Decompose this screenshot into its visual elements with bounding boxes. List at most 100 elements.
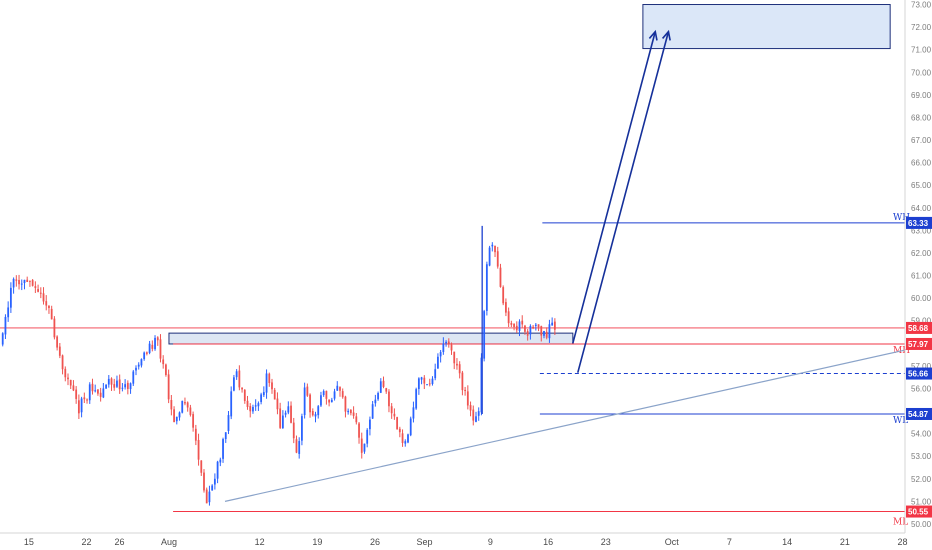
candle-body [230,391,233,417]
candle-body [548,324,551,339]
candle-body [377,393,379,400]
candle-body [238,370,241,388]
candle-body [409,418,412,436]
candle-body [268,373,271,384]
time-axis[interactable]: 15 22 26 Aug 12 19 26 Sep 9 16 23 Oct 7 14 21 28 [0,532,908,547]
candle-body [167,374,170,400]
y-tick-label: 71.00 [911,46,932,55]
price-tag-bg [906,505,932,518]
candle-body [431,378,434,384]
candle-body [545,331,548,338]
candle-body [284,412,287,415]
arrow-head [661,29,671,41]
y-tick-label: 51.00 [911,497,932,506]
price-tag: 50.55 [906,505,932,518]
candle-body [113,384,116,388]
candle-body [507,311,510,324]
level-label: WH [893,213,910,223]
candle-body [37,289,39,292]
candle-body [77,400,80,414]
candle-body [162,359,165,365]
candle-body [303,387,306,416]
candle-body [292,422,295,439]
candle-body [385,388,388,392]
price-tag-bg [906,216,932,229]
candle-body [178,412,181,418]
candle-body [145,352,148,354]
y-tick-label: 72.00 [911,23,932,32]
candle-body [483,311,486,359]
price-tag-text: 56.66 [908,370,929,379]
candle-body [135,367,137,371]
level-label: WL [893,416,908,426]
candle-body [137,364,140,367]
candle-body [458,364,461,374]
y-tick-label: 61.00 [911,272,932,281]
candle-body [194,428,197,441]
candle-body [295,439,298,453]
candle-body [34,286,37,288]
candle-body [526,331,529,336]
candle-body [260,394,263,402]
candle-body [447,341,450,344]
candle-body [339,387,341,391]
candle-body [494,245,496,253]
candle-body [61,355,64,370]
candle-body [148,343,151,353]
candle-body [317,406,320,416]
x-tick-label: Aug [161,537,177,547]
price-tag-text: 63.33 [908,219,929,228]
candle-body [279,408,282,428]
candle-body [301,416,303,441]
price-tag-text: 58.68 [908,324,929,333]
arrow-head [648,29,658,41]
candle-body [505,302,507,313]
price-tag: 58.68 [906,321,932,334]
candle-body [344,396,347,412]
candle-body [322,391,325,396]
price-tag-text: 54.87 [908,410,929,419]
candle-body [336,385,339,391]
candle-body [461,372,464,391]
price-axis[interactable]: 50.0051.0052.0053.0054.0055.0056.0057.00… [904,0,932,533]
candle-body [45,301,48,306]
candle-body [349,409,352,414]
candle-body [132,371,135,384]
candle-body [290,405,292,423]
candle-body [328,399,331,403]
candle-body [151,344,154,349]
candle-body [320,395,322,406]
y-tick-label: 66.00 [911,159,932,168]
candle-body [110,378,113,385]
candle-body [94,390,97,392]
candle-body [453,351,456,364]
candle-body [241,387,243,390]
candle-body [20,283,23,285]
candle-body [358,423,360,438]
candle-body [543,330,545,336]
candle-body [18,280,20,285]
x-tick-label: 9 [488,537,493,547]
candle-body [184,402,186,404]
candle-body [4,316,7,335]
candle-body [417,378,420,390]
candle-body [175,416,178,422]
y-tick-label: 67.00 [911,136,932,145]
candle-body [48,306,50,309]
candle-body [154,337,156,350]
candle-body [12,278,15,288]
candle-body [156,337,159,341]
candle-body [124,384,127,388]
projection-arrow [572,31,657,344]
candle-body [121,387,124,389]
price-tag: 57.97 [906,337,932,350]
y-tick-label: 73.00 [911,1,932,10]
candle-body [102,388,105,398]
candle-body [222,439,224,459]
candle-body [257,403,260,407]
candle-body [211,485,214,491]
candle-body [29,280,31,282]
candle-body [205,489,208,504]
candle-body [7,307,10,318]
